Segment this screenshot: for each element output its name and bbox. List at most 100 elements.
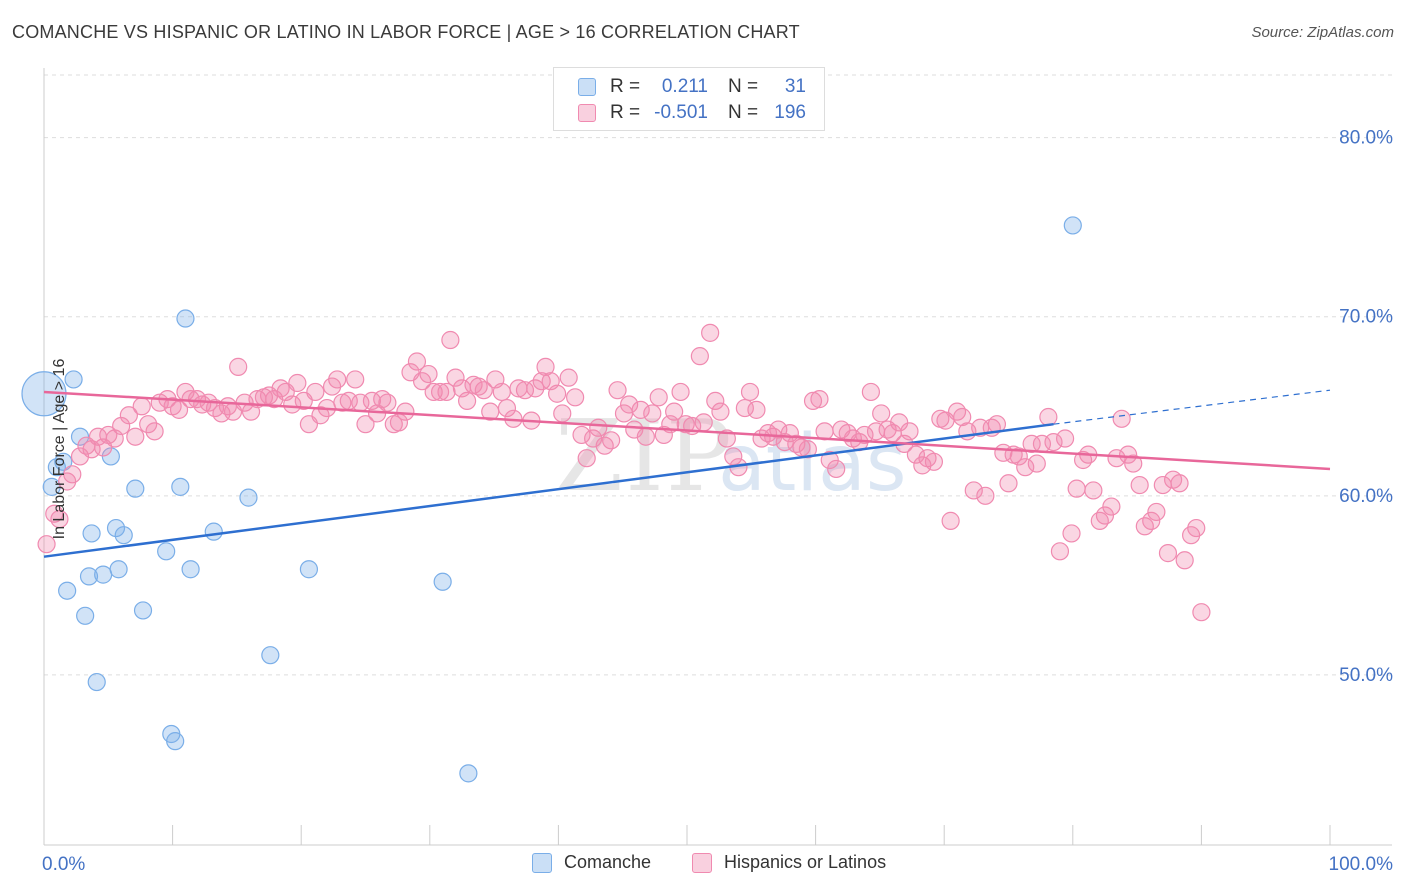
legend-row-comanche: R = 0.211 N = 31 [578,74,806,100]
data-point [328,370,347,389]
data-point [239,488,258,507]
r-value: 0.211 [661,76,708,97]
data-point [176,309,195,328]
data-point [1130,475,1149,495]
data-point [430,382,450,402]
data-point [76,606,95,625]
data-point [1192,603,1211,622]
chart-title: COMANCHE VS HISPANIC OR LATINO IN LABOR … [12,22,800,42]
y-tick-label: 60.0% [1339,486,1393,507]
data-point [437,382,456,402]
data-point [953,407,972,427]
data-point [711,402,730,421]
data-point [1112,409,1131,428]
data-point [906,445,926,464]
data-point [261,646,280,665]
data-point [1062,524,1081,543]
data-point [820,450,839,470]
data-point [54,452,73,471]
data-point [114,526,133,545]
legend-swatch-hispanic [578,104,596,122]
data-point [878,420,897,439]
data-point [441,330,460,350]
trend-lines [43,389,1331,558]
data-point [900,422,919,441]
data-point [87,672,106,692]
trend-line-comanche [43,422,1054,558]
legend-item-comanche[interactable]: Comanche [532,852,651,873]
data-point [212,404,231,423]
data-point [1063,216,1082,235]
legend-item-hispanic[interactable]: Hispanics or Latinos [692,852,886,873]
r-value: -0.501 [654,102,708,123]
data-point [701,323,720,342]
data-point [1124,454,1143,473]
data-point [79,567,99,586]
data-point [94,565,113,584]
data-point [740,382,760,402]
data-point [50,509,69,529]
data-point [941,511,960,530]
data-point [139,415,158,434]
data-point [412,372,432,391]
legend-label-hispanic: Hispanics or Latinos [724,852,887,872]
data-point [457,391,477,411]
data-point [419,364,438,384]
r-label: R = [610,76,641,97]
data-point [810,390,829,409]
data-point [181,560,200,579]
data-point [333,393,352,412]
data-point [271,379,290,398]
data-point [311,406,330,425]
data-point [1107,449,1126,468]
data-point [654,425,673,445]
y-axis-label: In Labor Force | Age > 16 [51,358,68,540]
data-point [37,535,56,554]
data-point [636,427,655,446]
data-point [132,397,151,416]
data-point [572,425,591,445]
data-point [70,427,90,446]
data-point [106,518,126,538]
legend-row-hispanic: R = -0.501 N = 196 [578,100,806,126]
data-point [265,390,284,409]
data-point [584,429,603,448]
data-point [1118,445,1138,464]
data-point [1187,518,1206,538]
data-point [63,465,82,484]
data-point [346,370,365,389]
data-point [890,413,909,432]
data-point [1170,474,1189,493]
data-point [1067,479,1086,498]
data-point [396,402,415,421]
data-point [497,398,517,418]
data-point [133,601,153,620]
data-point [577,449,596,468]
data-point [787,434,806,453]
data-point [1142,511,1161,530]
data-point [469,377,488,396]
data-point [1147,502,1166,522]
data-point [694,413,713,432]
data-point [566,388,585,407]
trend-line-hispanic [43,390,1331,471]
data-point [169,400,189,419]
data-point [947,402,967,421]
data-point [676,415,695,434]
data-point [204,522,223,541]
data-point [665,402,684,421]
correlation-legend: R = 0.211 N = 31 R = -0.501 N = 196 [553,67,825,131]
legend-swatch-hispanic [692,852,712,873]
data-point [1044,432,1063,452]
data-point [474,381,493,400]
data-point [58,581,77,600]
data-point [187,390,207,409]
data-point [45,504,64,523]
data-point [306,382,325,402]
n-value: 196 [774,102,806,123]
data-point [229,357,248,376]
data-point [976,486,995,505]
data-point [1027,454,1046,473]
data-point [559,368,578,387]
